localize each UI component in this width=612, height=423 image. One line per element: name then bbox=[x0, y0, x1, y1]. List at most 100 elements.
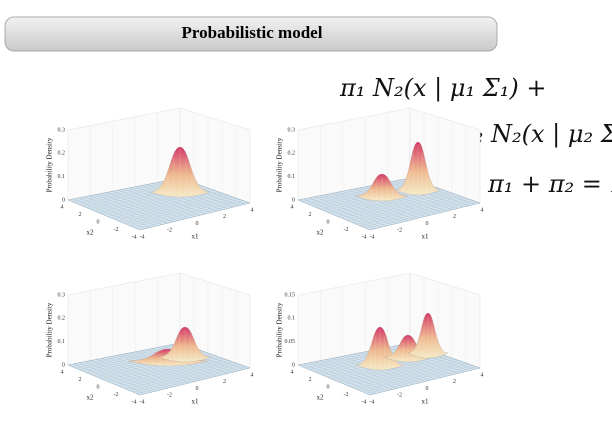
x2-tick-label: 2 bbox=[309, 212, 312, 218]
x2-tick-label: 0 bbox=[97, 384, 100, 390]
z-tick-label: 0.1 bbox=[288, 316, 296, 322]
x2-tick-label: 4 bbox=[291, 369, 294, 375]
x2-axis-label: x2 bbox=[87, 229, 95, 237]
z-tick-label: 0.2 bbox=[288, 151, 296, 157]
x1-tick-label: 4 bbox=[481, 372, 484, 378]
z-tick-label: 0.2 bbox=[58, 316, 66, 322]
mesh-line bbox=[114, 359, 226, 385]
mesh-line bbox=[129, 187, 201, 216]
z-tick-label: 0 bbox=[292, 362, 295, 368]
mesh-line bbox=[337, 191, 449, 217]
mesh-line bbox=[351, 361, 463, 388]
z-tick-label: 0.1 bbox=[58, 339, 66, 345]
mesh-line bbox=[125, 362, 237, 390]
mesh-line bbox=[136, 366, 247, 394]
mesh-line bbox=[132, 365, 244, 393]
mesh-line bbox=[366, 201, 477, 229]
x2-tick-label: 2 bbox=[309, 377, 312, 383]
mesh-line bbox=[114, 194, 226, 220]
x1-tick-label: 4 bbox=[481, 207, 484, 213]
mesh-line bbox=[348, 195, 460, 222]
x1-tick-label: -4 bbox=[370, 399, 375, 405]
mesh-line bbox=[121, 196, 233, 223]
x2-axis-label: x2 bbox=[317, 394, 325, 402]
mesh-line bbox=[344, 359, 456, 385]
mesh-line bbox=[136, 201, 247, 229]
x2-tick-label: -4 bbox=[362, 399, 367, 405]
mesh-line bbox=[355, 362, 467, 390]
mesh-line bbox=[348, 360, 460, 387]
mesh-line bbox=[125, 197, 237, 225]
x1-axis-label: x1 bbox=[192, 398, 200, 406]
z-tick-label: 0.1 bbox=[58, 174, 66, 180]
mesh-line bbox=[107, 191, 219, 217]
x1-tick-label: -4 bbox=[140, 234, 145, 240]
mesh-line bbox=[387, 182, 459, 209]
x2-tick-label: 4 bbox=[291, 204, 294, 210]
x2-tick-label: -2 bbox=[344, 392, 349, 398]
z-tick-label: 0 bbox=[62, 362, 65, 368]
z-tick-label: 0.3 bbox=[58, 127, 66, 133]
mesh-line bbox=[366, 366, 477, 394]
x1-tick-label: 0 bbox=[426, 386, 429, 392]
mesh-line bbox=[344, 194, 456, 220]
x1-tick-label: 2 bbox=[453, 214, 456, 220]
x2-tick-label: -2 bbox=[344, 227, 349, 233]
x1-tick-label: 2 bbox=[223, 214, 226, 220]
handwritten-formula: π₂ N₂(x | μ₂ Σ₂) bbox=[457, 120, 612, 149]
x1-tick-label: 0 bbox=[196, 221, 199, 227]
x2-axis-label: x2 bbox=[317, 229, 325, 237]
x1-tick-label: -4 bbox=[140, 399, 145, 405]
density-peak bbox=[149, 146, 211, 198]
x2-tick-label: 4 bbox=[61, 369, 64, 375]
mesh-line bbox=[123, 188, 196, 217]
x1-tick-label: -4 bbox=[370, 234, 375, 240]
z-axis-label: Probability Density bbox=[276, 137, 284, 192]
mesh-line bbox=[132, 200, 244, 228]
mesh-line bbox=[129, 352, 201, 381]
x2-tick-label: -4 bbox=[132, 399, 137, 405]
z-axis-label: Probability Density bbox=[46, 302, 54, 357]
mesh-line bbox=[341, 192, 453, 219]
x2-tick-label: 2 bbox=[79, 212, 82, 218]
x1-tick-label: -2 bbox=[167, 393, 172, 399]
mesh-line bbox=[135, 186, 207, 214]
x1-axis-label: x1 bbox=[422, 233, 430, 241]
x2-tick-label: -2 bbox=[114, 392, 119, 398]
x1-tick-label: -2 bbox=[397, 393, 402, 399]
x1-tick-label: 0 bbox=[426, 221, 429, 227]
mesh-line bbox=[341, 357, 453, 384]
z-tick-label: 0.05 bbox=[285, 339, 296, 345]
x1-tick-label: 0 bbox=[196, 386, 199, 392]
z-tick-label: 0.15 bbox=[285, 292, 296, 298]
density-peak bbox=[395, 141, 441, 196]
surface-plot: 0.15 0.1 0.05 0 Probability Density 4 2 0 -2 -4 x2… bbox=[276, 272, 484, 406]
z-tick-label: 0.3 bbox=[288, 127, 296, 133]
mesh-line bbox=[129, 364, 240, 391]
surface-plot: 0.3 0.2 0.1 0 Probability Density 4 2 0 -2 -4 x2 -4… bbox=[46, 107, 254, 241]
x2-tick-label: 0 bbox=[327, 219, 330, 225]
z-tick-label: 0.3 bbox=[58, 292, 66, 298]
mesh-line bbox=[118, 195, 230, 222]
x2-axis-label: x2 bbox=[87, 394, 95, 402]
x1-tick-label: 2 bbox=[223, 379, 226, 385]
plots: 0.3 0.2 0.1 0 Probability Density 4 2 0 -2 -4 x2 -4… bbox=[46, 107, 484, 406]
mesh-line bbox=[355, 197, 467, 225]
mesh-line bbox=[118, 360, 230, 387]
x2-tick-label: 4 bbox=[61, 204, 64, 210]
x2-tick-label: 0 bbox=[327, 384, 330, 390]
title-bar bbox=[4, 16, 498, 52]
x1-tick-label: 4 bbox=[251, 372, 254, 378]
mesh-line bbox=[121, 361, 233, 388]
x2-tick-label: -4 bbox=[132, 234, 137, 240]
x1-tick-label: -2 bbox=[167, 228, 172, 234]
mesh-line bbox=[359, 364, 470, 391]
density-peak bbox=[407, 312, 449, 359]
z-tick-label: 0.2 bbox=[58, 151, 66, 157]
x1-axis-label: x1 bbox=[192, 233, 200, 241]
handwritten-formula: π₁ N₂(x | μ₁ Σ₁) + bbox=[339, 74, 546, 103]
x2-tick-label: 0 bbox=[97, 219, 100, 225]
density-peak bbox=[355, 173, 409, 202]
z-tick-label: 0.1 bbox=[288, 174, 296, 180]
